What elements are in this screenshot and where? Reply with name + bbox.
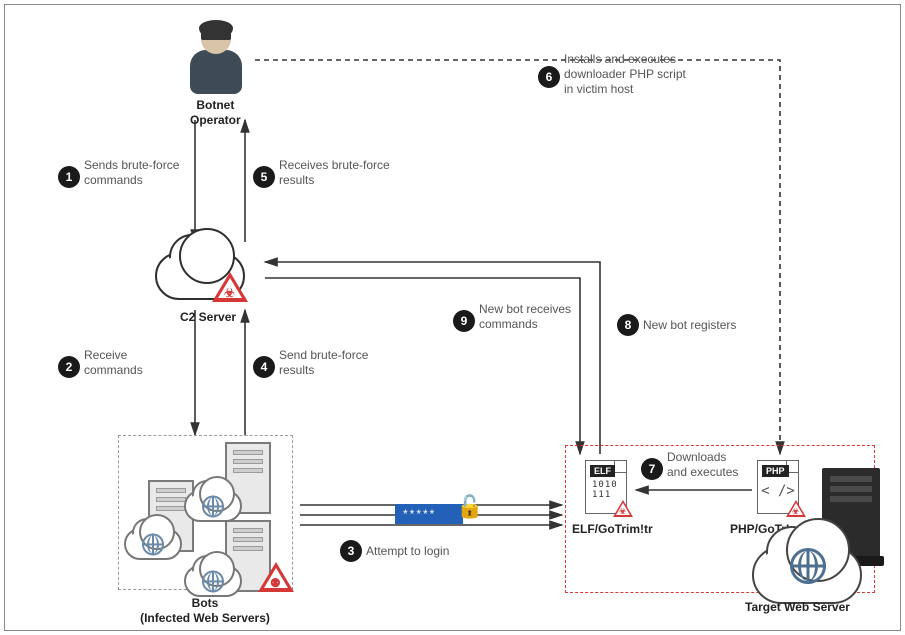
elf-tag: ELF xyxy=(590,465,615,477)
php-warning-icon: ☣ xyxy=(786,500,806,517)
php-tag: PHP xyxy=(762,465,789,477)
step-label-8: New bot registers xyxy=(643,318,736,333)
operator-label: BotnetOperator xyxy=(190,98,241,128)
elf-caption: ELF/GoTrim!tr xyxy=(572,522,653,537)
bots-label: Bots(Infected Web Servers) xyxy=(130,596,280,626)
botnet-operator-icon xyxy=(185,24,247,96)
step-label-3: Attempt to login xyxy=(366,544,449,559)
step-label-4: Send brute-forceresults xyxy=(279,348,368,378)
biohazard-warning-icon: ☣ xyxy=(212,272,248,302)
step-badge-5: 5 xyxy=(253,166,275,188)
web-cloud-icon xyxy=(184,565,242,597)
step-badge-7: 7 xyxy=(641,458,663,480)
step-badge-2: 2 xyxy=(58,356,80,378)
target-label: Target Web Server xyxy=(745,600,850,615)
login-credentials-bar: ***** xyxy=(395,504,463,524)
bot-warning-icon: ⚉ xyxy=(258,562,294,592)
step-badge-1: 1 xyxy=(58,166,80,188)
login-stars: ***** xyxy=(403,507,436,521)
step-badge-8: 8 xyxy=(617,314,639,336)
elf-bits: 1010111 xyxy=(592,481,618,501)
target-globe-icon xyxy=(790,548,826,584)
step-badge-6: 6 xyxy=(538,66,560,88)
web-cloud-icon xyxy=(184,490,242,522)
step-label-1: Sends brute-forcecommands xyxy=(84,158,179,188)
step-label-2: Receivecommands xyxy=(84,348,143,378)
step-label-6: Installs and executesdownloader PHP scri… xyxy=(564,52,686,97)
step-label-9: New bot receivescommands xyxy=(479,302,571,332)
php-code: < /> xyxy=(758,483,798,499)
web-cloud-icon xyxy=(124,528,182,560)
step-badge-4: 4 xyxy=(253,356,275,378)
c2-label: C2 Server xyxy=(180,310,236,325)
step-badge-3: 3 xyxy=(340,540,362,562)
unlock-icon: 🔓 xyxy=(456,494,483,520)
step-label-5: Receives brute-forceresults xyxy=(279,158,390,188)
step-label-7: Downloadsand executes xyxy=(667,450,738,480)
step-badge-9: 9 xyxy=(453,310,475,332)
elf-warning-icon: ☣ xyxy=(613,500,633,517)
